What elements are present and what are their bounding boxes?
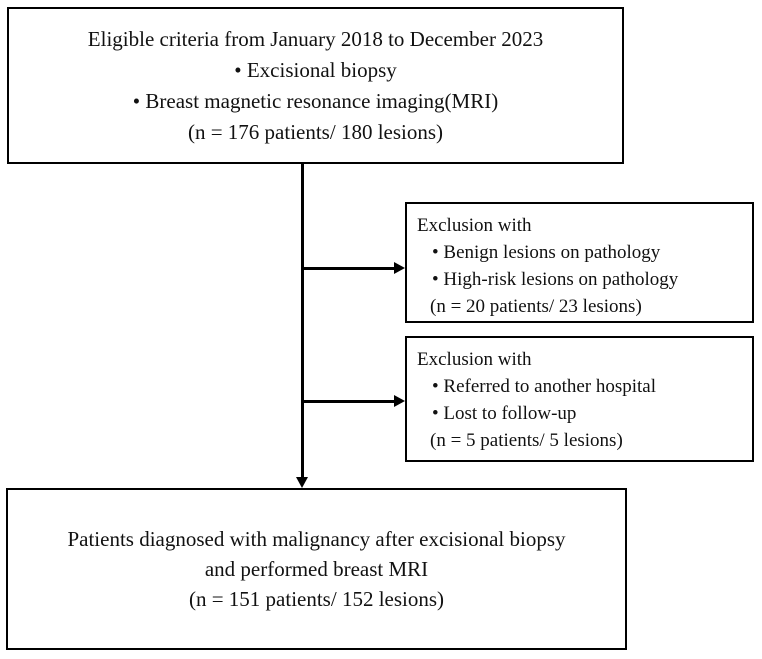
eligible-criteria-title: Eligible criteria from January 2018 to D… <box>87 26 544 51</box>
right-arrowhead-icon-2 <box>394 395 405 407</box>
final-cohort-box: Patients diagnosed with malignancy after… <box>6 488 627 650</box>
exclusion-2-bullet-1: • Referred to another hospital <box>432 376 657 397</box>
exclusion-1-title: Exclusion with <box>417 215 532 236</box>
right-arrowhead-icon-1 <box>394 262 405 274</box>
exclusion-1-count: (n = 20 patients/ 23 lesions) <box>430 296 642 317</box>
exclusion-2-title: Exclusion with <box>417 349 532 370</box>
exclusion-box-followup: Exclusion with • Referred to another hos… <box>405 336 754 462</box>
eligible-criteria-bullet-1: • Excisional biopsy <box>234 57 397 82</box>
branch-connector-line-2 <box>302 400 396 403</box>
branch-connector-line-1 <box>302 267 396 270</box>
exclusion-2-bullet-2: • Lost to follow-up <box>432 403 577 424</box>
eligible-criteria-box: Eligible criteria from January 2018 to D… <box>7 7 624 164</box>
final-cohort-line-2: and performed breast MRI <box>204 557 429 581</box>
eligible-criteria-bullet-2: • Breast magnetic resonance imaging(MRI) <box>132 88 499 113</box>
final-cohort-line-1: Patients diagnosed with malignancy after… <box>67 527 566 551</box>
main-vertical-connector-line <box>301 164 304 480</box>
eligible-criteria-count: (n = 176 patients/ 180 lesions) <box>187 119 444 144</box>
exclusion-1-bullet-2: • High-risk lesions on pathology <box>432 269 679 290</box>
exclusion-2-count: (n = 5 patients/ 5 lesions) <box>430 430 623 451</box>
exclusion-1-bullet-1: • Benign lesions on pathology <box>432 242 661 263</box>
exclusion-box-pathology: Exclusion with • Benign lesions on patho… <box>405 202 754 323</box>
down-arrowhead-icon <box>296 477 308 488</box>
final-cohort-count: (n = 151 patients/ 152 lesions) <box>188 587 445 611</box>
